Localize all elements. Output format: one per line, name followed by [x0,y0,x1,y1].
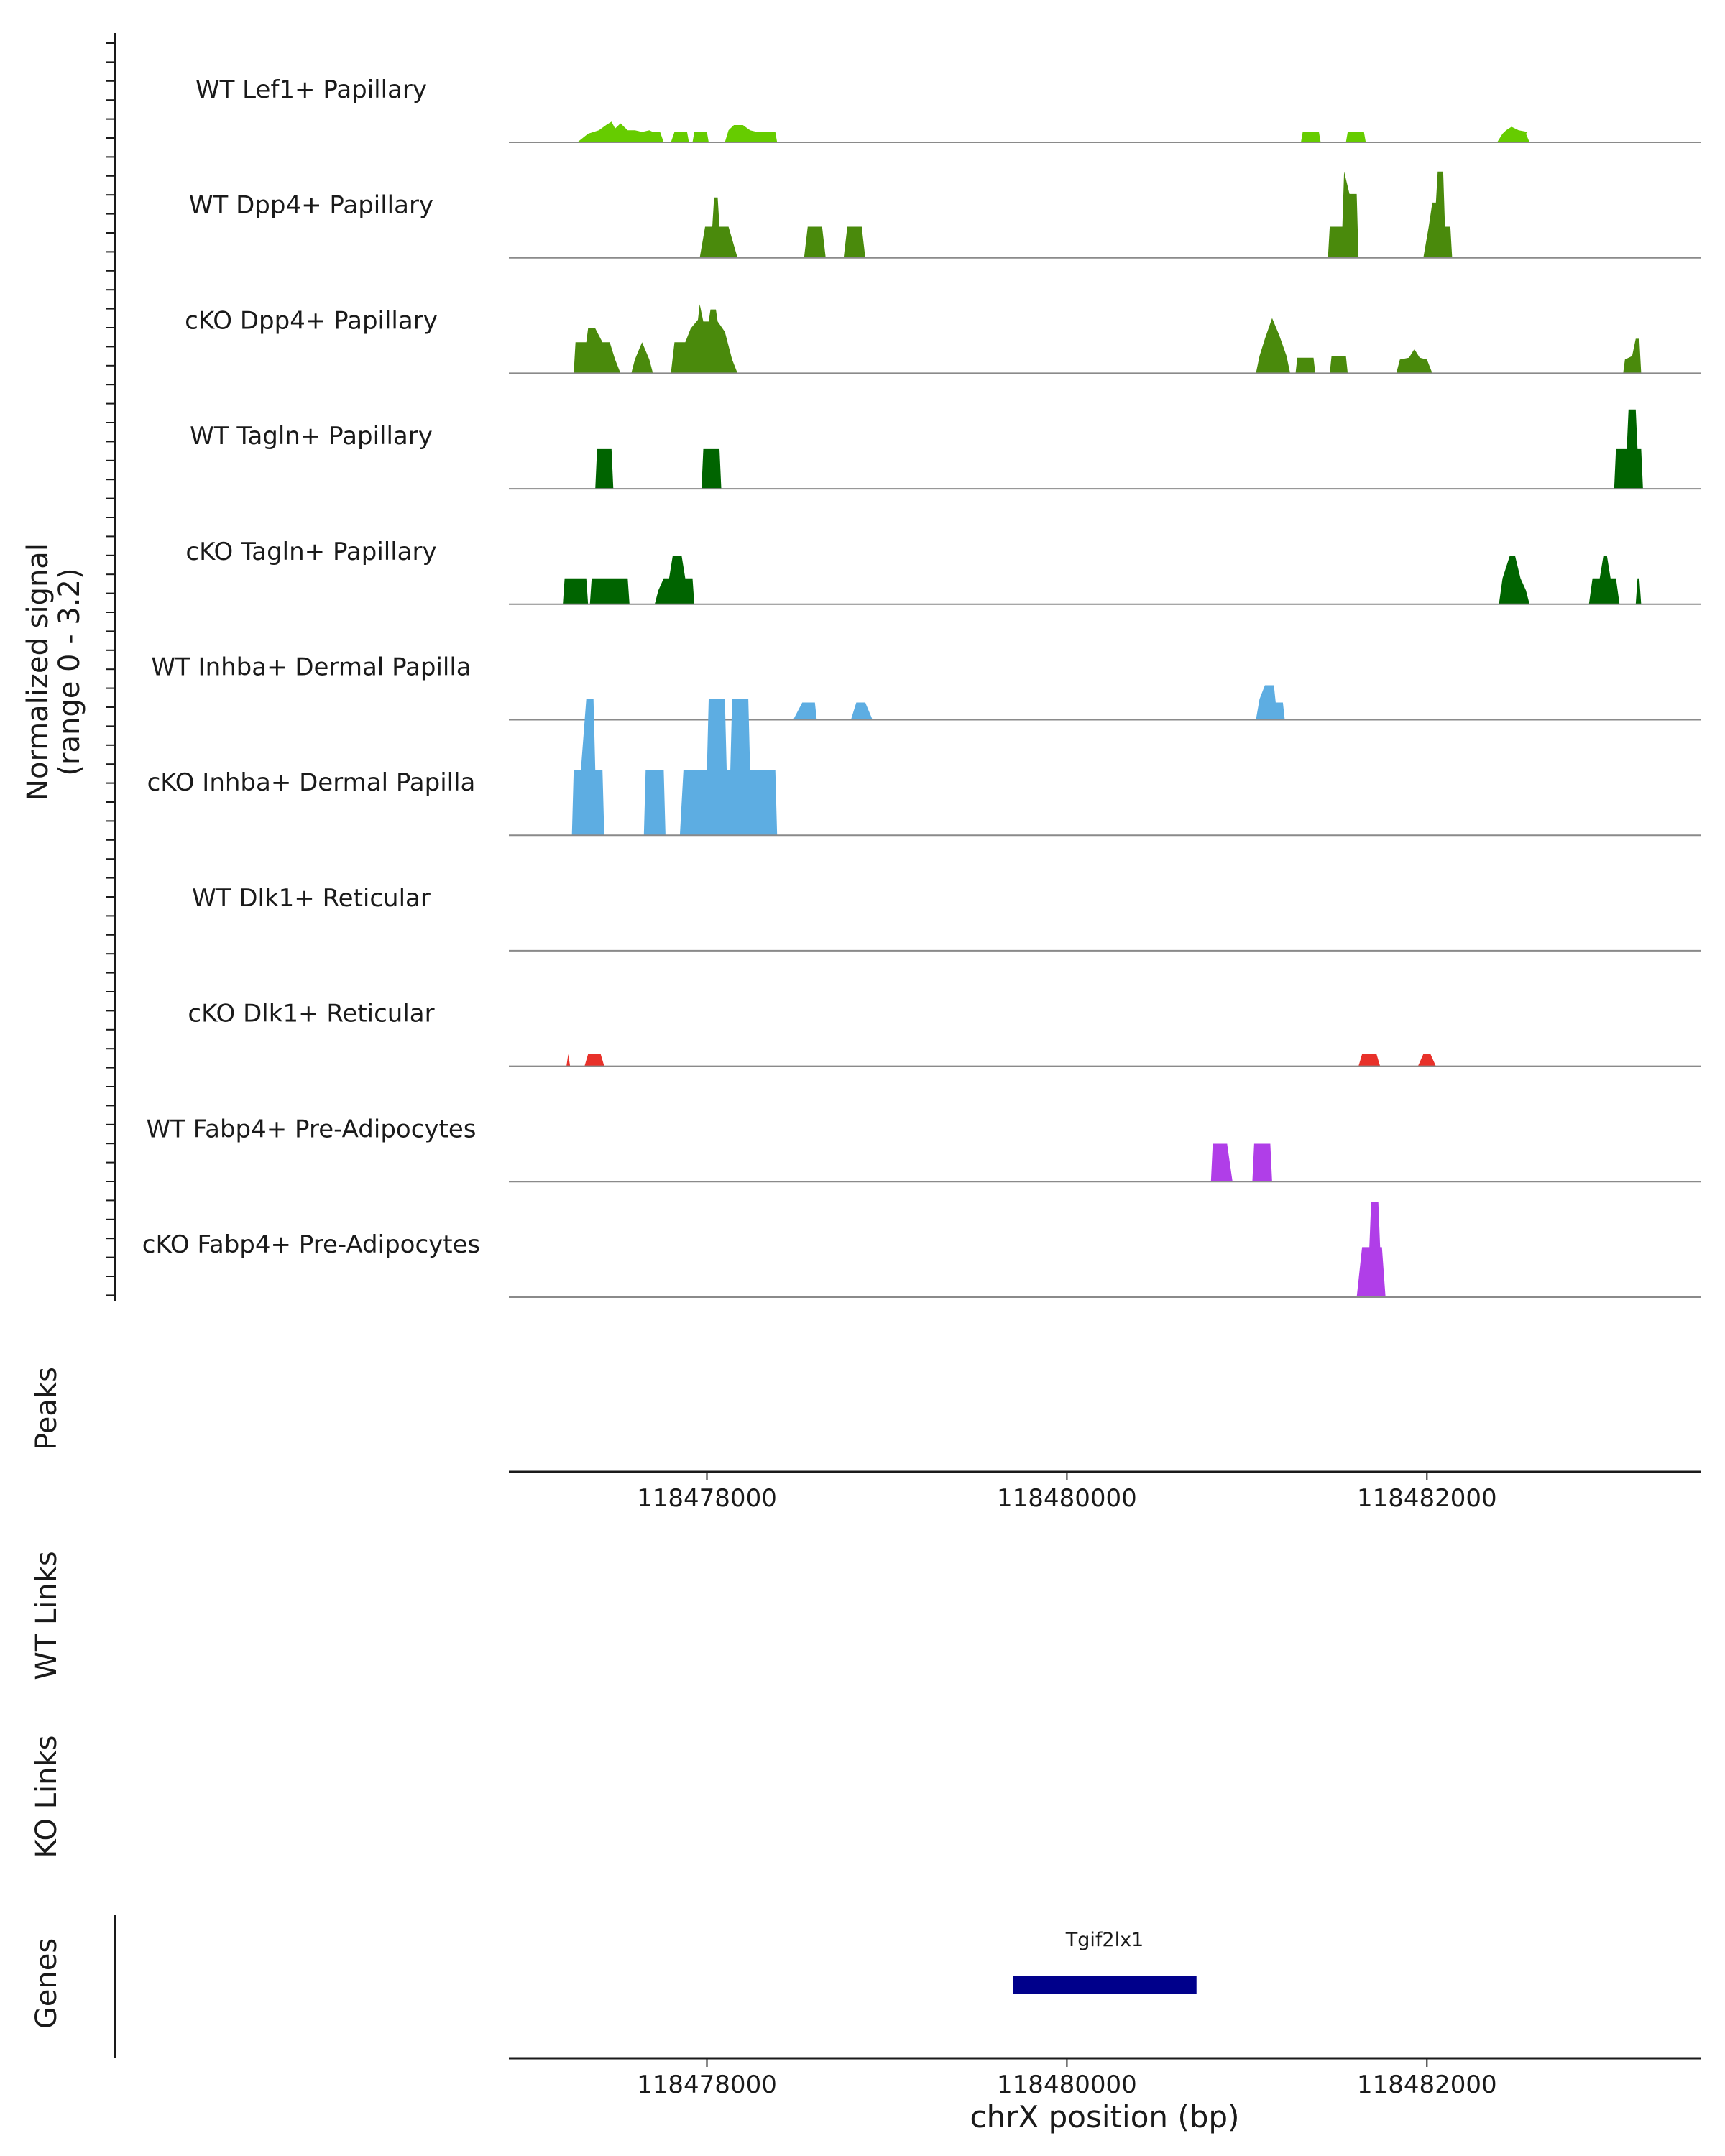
x-tick-label: 118478000 [637,1484,777,1513]
coverage-area [566,1054,1436,1067]
coverage-area [571,699,778,836]
track-label: WT Dpp4+ Papillary [189,191,433,220]
peaks-track-label: Peaks [30,1367,63,1450]
track-label: cKO Tagln+ Papillary [185,538,436,566]
track-7: cKO Inhba+ Dermal Papilla [147,699,1701,837]
track-6: WT Inhba+ Dermal Papilla [151,653,1701,721]
track-5: cKO Tagln+ Papillary [185,538,1701,605]
track-label: WT Tagln+ Papillary [190,422,433,451]
x-tick-label: 118482000 [1357,1484,1497,1513]
genes-x-ticks: 118478000 118480000 118482000 [637,2058,1497,2099]
track-3: cKO Dpp4+ Papillary [185,304,1701,374]
gene-name: Tgif2lx1 [1065,1929,1144,1951]
coverage-area [699,171,1453,258]
track-2: WT Dpp4+ Papillary [189,171,1701,259]
coverage-area [563,556,1642,604]
track-label: cKO Dlk1+ Reticular [188,1000,434,1028]
peaks-x-ticks: 118478000 118480000 118482000 [637,1472,1497,1513]
coverage-area [793,685,1285,720]
coverage-area [595,409,1643,489]
track-8: WT Dlk1+ Reticular [192,884,1701,952]
track-label: WT Dlk1+ Reticular [192,884,431,913]
track-9: cKO Dlk1+ Reticular [188,1000,1701,1067]
genes-track-label: Genes [30,1938,63,2029]
x-tick-label: 118478000 [637,2070,777,2099]
coverage-area [1356,1202,1386,1297]
track-1: WT Lef1+ Papillary [196,75,1701,143]
track-label: cKO Fabp4+ Pre-Adipocytes [142,1230,481,1259]
track-label: WT Fabp4+ Pre-Adipocytes [147,1115,477,1143]
gene-body [1013,1976,1197,1994]
coverage-area [574,304,1642,374]
coverage-area [1210,1143,1272,1182]
x-tick-label: 118482000 [1357,2070,1497,2099]
track-11: cKO Fabp4+ Pre-Adipocytes [142,1202,1701,1298]
coverage-tracks: WT Lef1+ Papillary WT Dpp4+ Papillary cKO … [142,75,1701,1298]
ko-links-track-label: KO Links [30,1736,63,1858]
coverage-area [577,121,1530,142]
x-axis-label: chrX position (bp) [970,2099,1240,2134]
x-tick-label: 118480000 [997,2070,1137,2099]
track-label: WT Inhba+ Dermal Papilla [151,653,471,682]
y-axis-label: Normalized signal [22,543,55,801]
wt-links-track-label: WT Links [30,1551,63,1680]
gene-annotations: Tgif2lx1 [1013,1929,1197,1994]
signal-y-axis [106,33,116,1301]
track-label: cKO Dpp4+ Papillary [185,306,438,335]
track-label: WT Lef1+ Papillary [196,75,427,104]
y-axis-range-label: (range 0 - 3.2) [53,568,86,775]
track-label: cKO Inhba+ Dermal Papilla [147,768,476,797]
track-4: WT Tagln+ Papillary [190,409,1701,490]
x-tick-label: 118480000 [997,1484,1137,1513]
track-10: WT Fabp4+ Pre-Adipocytes [147,1115,1701,1183]
